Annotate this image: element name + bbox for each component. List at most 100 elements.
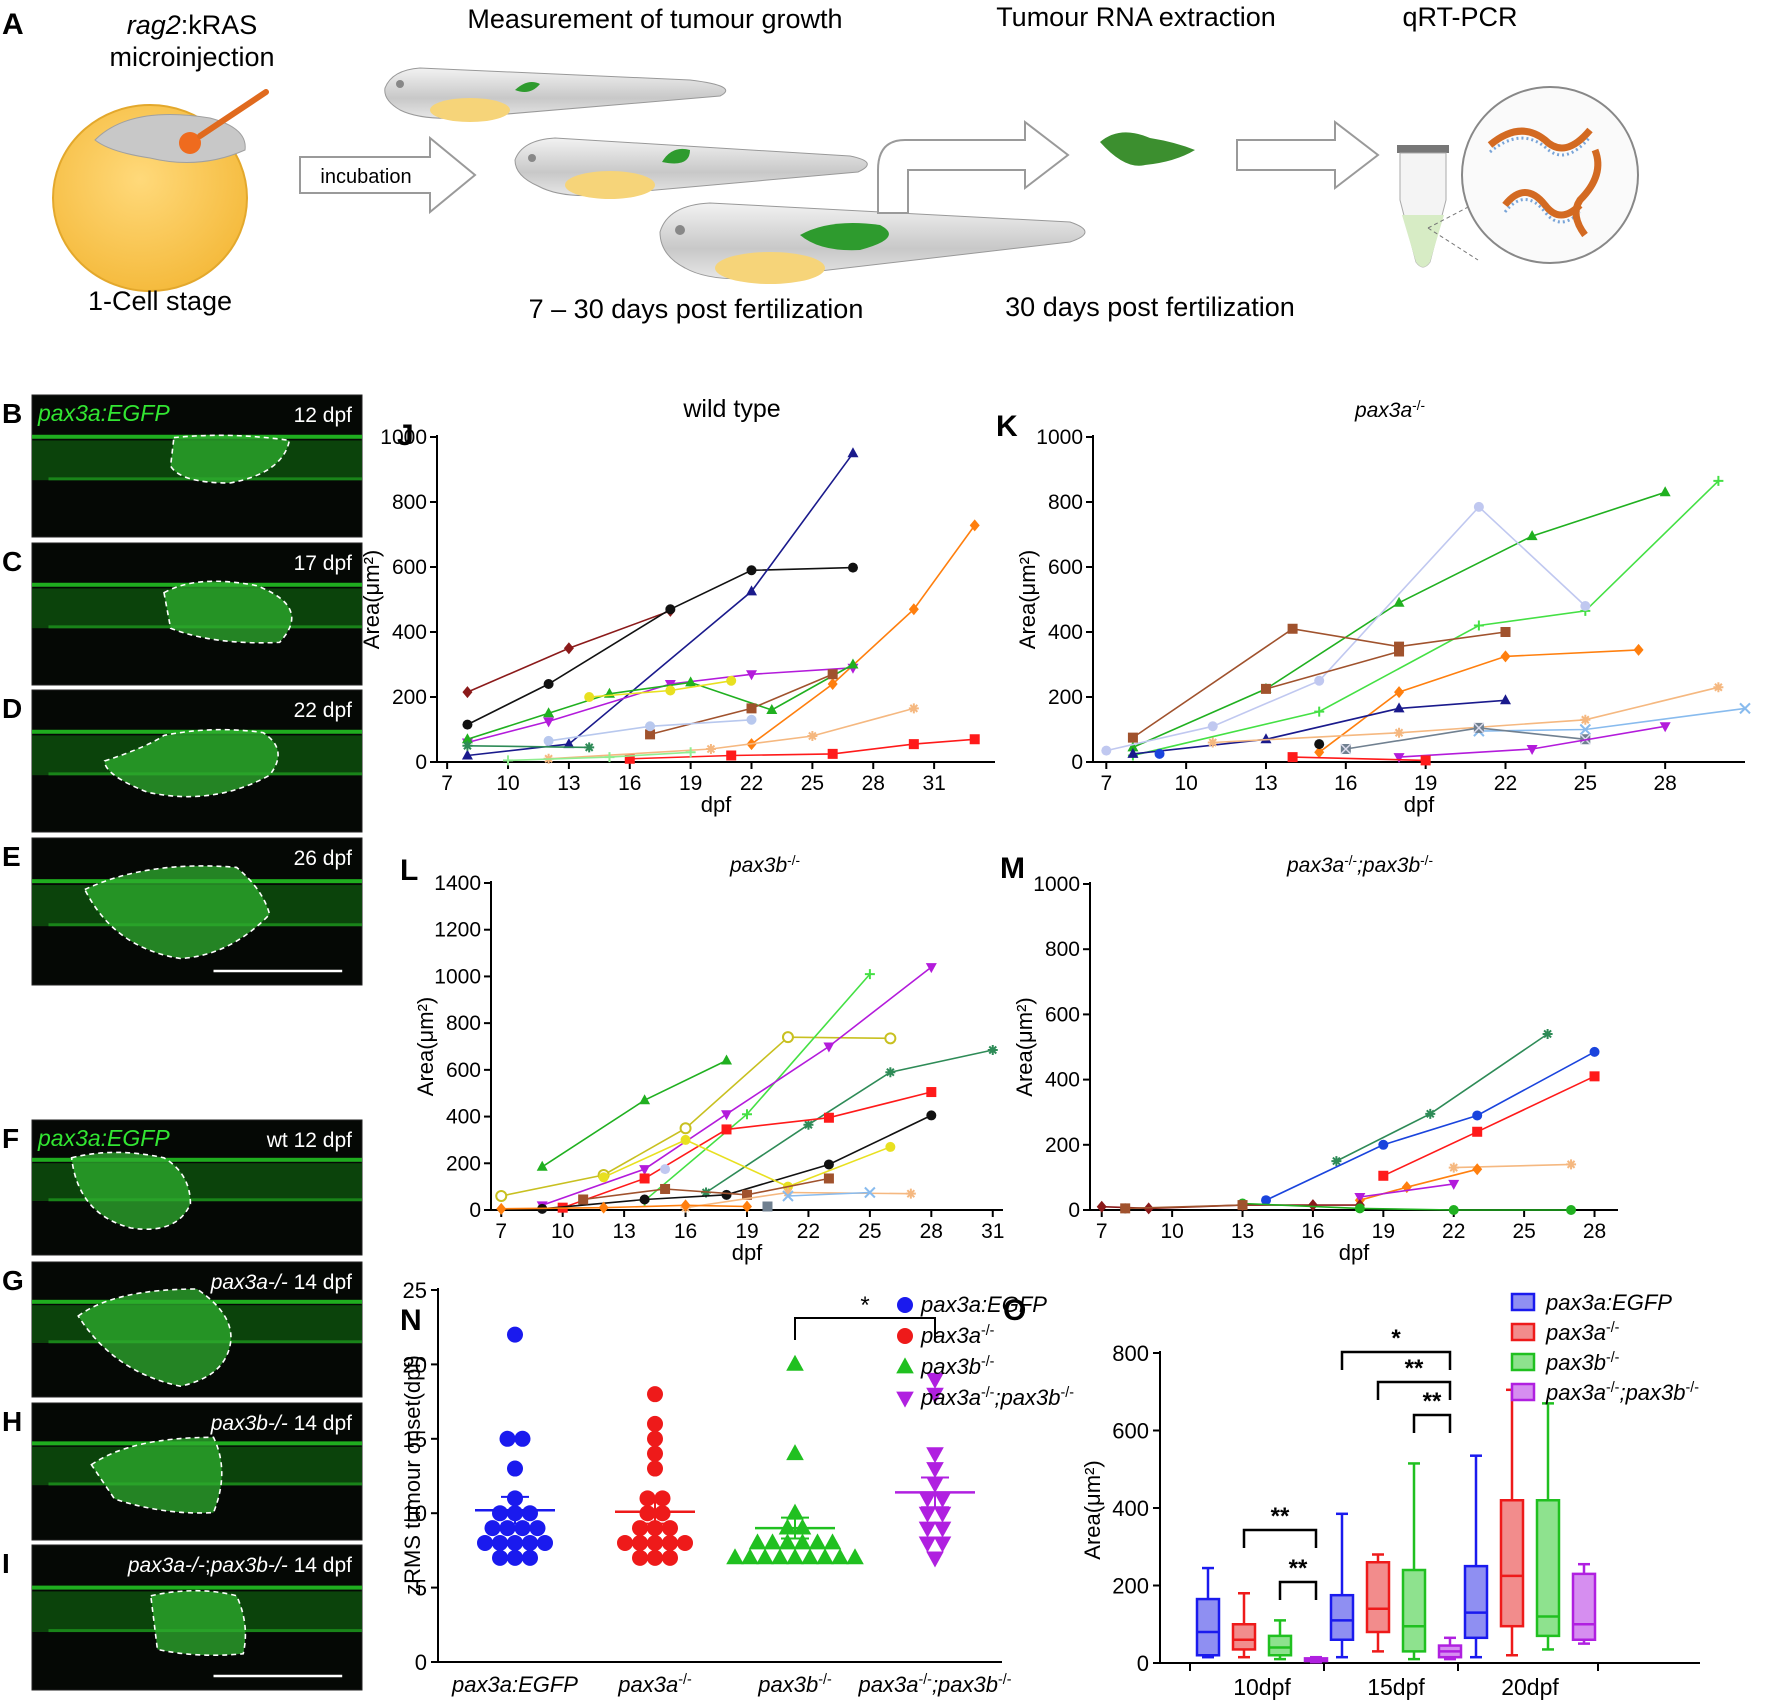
series-2 bbox=[462, 562, 858, 730]
data-point bbox=[496, 1202, 507, 1215]
significance-bracket bbox=[1340, 1350, 1452, 1370]
data-point bbox=[1472, 1163, 1483, 1176]
injection-gene: rag2 bbox=[127, 10, 181, 40]
data-point bbox=[617, 1534, 633, 1551]
micrograph-stage-label: wt 12 dpf bbox=[266, 1129, 352, 1152]
data-point bbox=[639, 1505, 656, 1522]
micrograph-stage-label: 22 dpf bbox=[294, 699, 353, 722]
tumour-outline bbox=[149, 1589, 247, 1657]
y-tick-label: 600 bbox=[446, 1059, 481, 1082]
y-tick-label: 0 bbox=[415, 1650, 427, 1675]
injection-label: rag2:kRAS bbox=[127, 10, 258, 40]
series-line bbox=[644, 973, 871, 1202]
panel-letter-e: E bbox=[2, 841, 21, 872]
x-tick-label: 7 bbox=[495, 1220, 507, 1243]
data-point bbox=[647, 1549, 663, 1566]
data-point bbox=[1542, 1028, 1553, 1039]
data-point bbox=[584, 692, 595, 702]
data-point bbox=[831, 1548, 849, 1565]
data-point bbox=[1101, 745, 1112, 756]
y-tick-label: 1000 bbox=[434, 965, 481, 988]
data-point bbox=[499, 1430, 516, 1447]
y-tick-label: 400 bbox=[446, 1106, 481, 1129]
data-point bbox=[766, 704, 778, 714]
x-tick-label: 16 bbox=[1301, 1220, 1324, 1243]
series-line bbox=[541, 1059, 727, 1168]
series-3 bbox=[1101, 501, 1591, 756]
qpcr-title: qRT-PCR bbox=[1402, 2, 1517, 32]
data-point bbox=[1127, 732, 1138, 743]
data-point bbox=[864, 1186, 876, 1199]
panel-letter-f: F bbox=[2, 1123, 19, 1154]
micrograph-h: pax3b-/- 14 dpf bbox=[31, 1402, 363, 1541]
data-point bbox=[1261, 1195, 1271, 1206]
series-line bbox=[541, 966, 932, 1207]
x-group-label: 20dpf bbox=[1501, 1674, 1559, 1700]
data-point bbox=[1659, 722, 1671, 733]
y-tick-label: 20 bbox=[403, 1352, 427, 1377]
panel-letter-o: O bbox=[1003, 1294, 1026, 1327]
significance-bracket bbox=[794, 1317, 936, 1340]
data-point bbox=[726, 675, 737, 686]
tumour-region bbox=[71, 1152, 191, 1230]
series-line bbox=[1132, 699, 1506, 755]
y-tick-label: 400 bbox=[1045, 1069, 1080, 1092]
data-point bbox=[926, 1387, 944, 1404]
data-point bbox=[507, 1534, 523, 1551]
legend-label: pax3a:EGFP bbox=[1545, 1290, 1672, 1315]
data-point bbox=[1473, 620, 1484, 631]
series-9 bbox=[578, 1173, 834, 1205]
box-20dpf-1 bbox=[1463, 1454, 1489, 1659]
box-15dpf-2 bbox=[1365, 1553, 1391, 1653]
legend-label: pax3a:EGFP bbox=[920, 1292, 1047, 1317]
data-point bbox=[933, 1521, 952, 1538]
x-tick-label: 28 bbox=[1583, 1220, 1606, 1243]
series-9 bbox=[1473, 702, 1751, 737]
data-point bbox=[925, 963, 937, 974]
data-point bbox=[1378, 1139, 1389, 1150]
extracted-tumour bbox=[1100, 132, 1195, 166]
box-10dpf-1 bbox=[1195, 1566, 1221, 1659]
series-6 bbox=[1314, 643, 1644, 759]
significance-bracket bbox=[1278, 1580, 1318, 1600]
x-tick-label: 19 bbox=[1414, 772, 1437, 795]
chart-title: pax3b-/- bbox=[729, 853, 800, 878]
y-tick-label: 400 bbox=[1112, 1496, 1149, 1521]
legend-label: pax3a-/- bbox=[1545, 1320, 1620, 1345]
significance-label: * bbox=[1391, 1325, 1401, 1352]
y-axis-label: zRMS tumour onset(dpf) bbox=[400, 1355, 425, 1595]
y-tick-label: 1200 bbox=[434, 919, 481, 942]
x-tick-label: 13 bbox=[1231, 1220, 1254, 1243]
box-body bbox=[1329, 1593, 1355, 1641]
data-point bbox=[598, 1201, 609, 1214]
box-body bbox=[1535, 1499, 1561, 1638]
series-line bbox=[467, 663, 854, 741]
data-point bbox=[1127, 741, 1139, 752]
data-point bbox=[507, 1460, 523, 1477]
legend-swatch bbox=[1510, 1352, 1536, 1372]
y-tick-label: 200 bbox=[1045, 1134, 1080, 1157]
data-point bbox=[1713, 682, 1724, 693]
data-point bbox=[462, 740, 473, 751]
data-point bbox=[705, 744, 716, 754]
data-point bbox=[1237, 1200, 1248, 1211]
data-point bbox=[604, 752, 615, 763]
tumour-outline bbox=[163, 580, 293, 644]
data-point bbox=[778, 1518, 797, 1535]
data-point bbox=[662, 1534, 678, 1551]
series-line bbox=[1265, 1051, 1595, 1201]
tumour-outline bbox=[90, 1436, 223, 1514]
data-point bbox=[495, 1189, 508, 1202]
series-line bbox=[1382, 1075, 1595, 1177]
panel-letter-k: K bbox=[996, 410, 1018, 443]
tumour-region bbox=[104, 729, 279, 797]
y-tick-label: 1000 bbox=[1036, 426, 1083, 449]
data-point bbox=[1580, 714, 1591, 725]
panel-letter-g: G bbox=[2, 1265, 24, 1296]
data-point bbox=[645, 721, 656, 732]
series-line bbox=[467, 745, 590, 749]
box-body bbox=[1195, 1597, 1221, 1657]
data-point bbox=[665, 604, 676, 615]
data-point bbox=[1526, 745, 1538, 755]
